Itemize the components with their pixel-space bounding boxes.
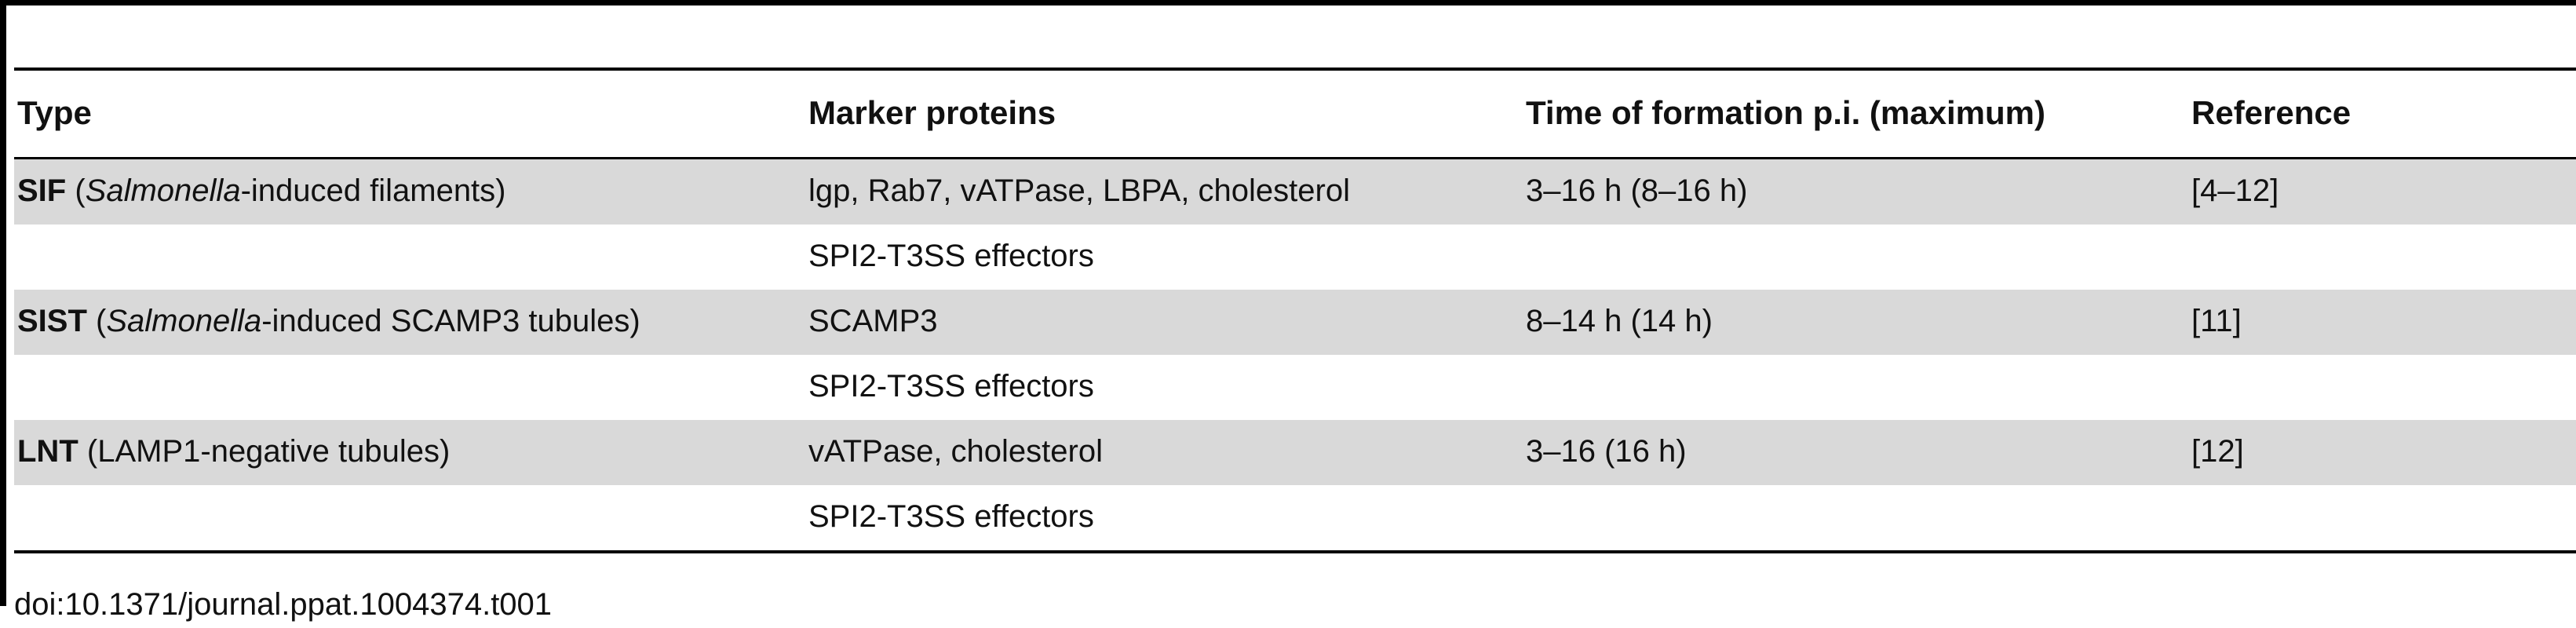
type-paren: ( [66, 173, 86, 208]
type-rest: -induced filaments) [240, 173, 506, 208]
type-rest: (LAMP1-negative tubules) [78, 434, 451, 469]
type-rest: -induced SCAMP3 tubules) [261, 304, 640, 338]
cell-markers: SPI2-T3SS effectors [808, 499, 1094, 534]
top-border [0, 0, 2576, 5]
left-border [0, 0, 6, 606]
cell-markers: vATPase, cholesterol [808, 434, 1103, 469]
cell-time: 3–16 h (8–16 h) [1526, 173, 1748, 208]
cell-reference: [11] [2191, 304, 2242, 338]
cell-type: SIST (Salmonella-induced SCAMP3 tubules) [17, 304, 640, 339]
cell-type: LNT (LAMP1-negative tubules) [17, 434, 450, 469]
doi-footnote: doi:10.1371/journal.ppat.1004374.t001 [14, 587, 553, 622]
table-row: SIST (Salmonella-induced SCAMP3 tubules)… [14, 290, 2576, 355]
type-abbrev: SIF [17, 173, 67, 208]
cell-time: 8–14 h (14 h) [1526, 304, 1713, 338]
cell-reference: [4–12] [2191, 173, 2279, 208]
cell-markers: SPI2-T3SS effectors [808, 239, 1094, 273]
table-row: LNT (LAMP1-negative tubules) vATPase, ch… [14, 420, 2576, 485]
table-bottom-rule [14, 550, 2576, 553]
type-italic: Salmonella [85, 173, 241, 208]
header-type: Type [17, 94, 92, 131]
type-abbrev: SIST [17, 304, 87, 338]
cell-markers: lgp, Rab7, vATPase, LBPA, cholesterol [808, 173, 1350, 208]
type-paren: ( [86, 304, 107, 338]
header-time-of-formation: Time of formation p.i. (maximum) [1526, 94, 2045, 131]
cell-type: SIF (Salmonella-induced filaments) [17, 173, 506, 209]
cell-markers: SCAMP3 [808, 304, 938, 338]
type-abbrev: LNT [17, 434, 78, 469]
table-row: SPI2-T3SS effectors [14, 485, 2576, 550]
table-top-rule [14, 68, 2576, 71]
table-row: SIF (Salmonella-induced filaments) lgp, … [14, 159, 2576, 225]
cell-time: 3–16 (16 h) [1526, 434, 1687, 469]
cell-markers: SPI2-T3SS effectors [808, 369, 1094, 403]
data-table: Type Marker proteins Time of formation p… [14, 68, 2576, 553]
type-italic: Salmonella [106, 304, 262, 338]
header-marker-proteins: Marker proteins [808, 94, 1056, 131]
table-row: SPI2-T3SS effectors [14, 355, 2576, 420]
table-row: SPI2-T3SS effectors [14, 225, 2576, 290]
header-reference: Reference [2191, 94, 2352, 131]
cell-reference: [12] [2191, 434, 2244, 469]
table-header: Type Marker proteins Time of formation p… [14, 71, 2576, 159]
